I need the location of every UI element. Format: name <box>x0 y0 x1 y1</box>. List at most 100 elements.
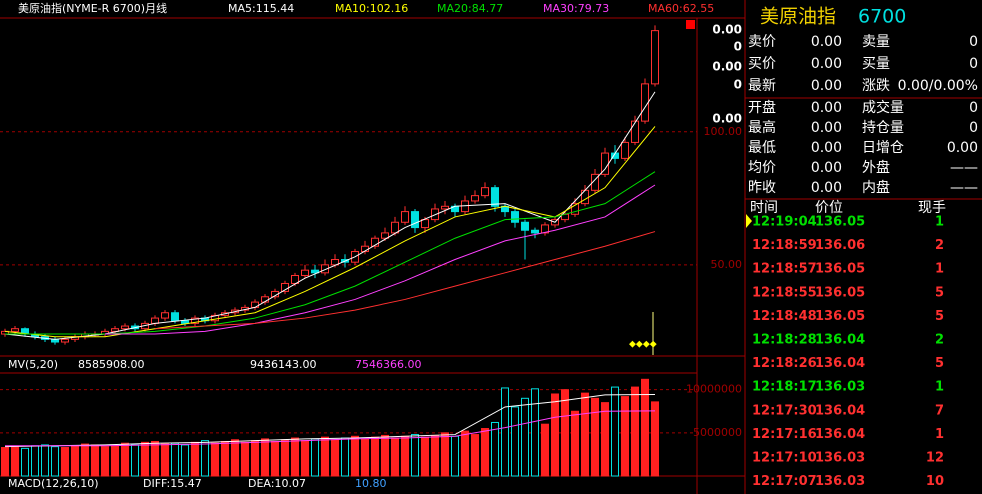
y-tick-label: 100.00 <box>704 125 743 138</box>
volume-bar <box>621 396 629 477</box>
volume-bar <box>181 444 189 477</box>
candle-body <box>11 328 19 332</box>
candle-body <box>401 211 409 223</box>
candle-body <box>251 301 259 308</box>
volume-bar <box>1 447 9 477</box>
trades-header: 现手 <box>918 200 946 216</box>
volume-bar <box>291 437 299 477</box>
volume-bar <box>551 393 559 477</box>
candle-body <box>61 338 69 343</box>
candle-body <box>181 320 189 324</box>
volume-bar <box>581 392 589 477</box>
trade-price: 136.05 <box>815 262 865 277</box>
volume-bar <box>411 434 419 477</box>
trade-qty: 5 <box>935 356 944 371</box>
volume-bar <box>451 435 459 477</box>
volume-bar <box>11 446 19 477</box>
macd-label: DIFF:15.47 <box>143 477 202 490</box>
volume-bar <box>631 386 639 477</box>
side-label: 0 <box>734 40 742 54</box>
candle-body <box>381 232 389 239</box>
chart-title: 美原油指(NYME-R 6700)月线 <box>18 1 167 15</box>
volume-bar <box>51 446 59 477</box>
trade-price: 136.05 <box>815 309 865 324</box>
volume-bar <box>61 447 69 477</box>
ma-label: MA30:79.73 <box>543 2 609 15</box>
trade-price: 136.04 <box>815 427 865 442</box>
volume-bar <box>261 438 269 477</box>
volume-bar <box>431 434 439 477</box>
volume-bar <box>611 386 619 477</box>
trade-qty: 7 <box>935 403 944 418</box>
volume-bar <box>251 440 259 477</box>
volume-bar <box>461 430 469 477</box>
volume-bar <box>521 397 529 477</box>
quote-label: 最高 <box>748 119 776 136</box>
volume-bar <box>241 441 249 477</box>
volume-bar <box>401 435 409 477</box>
volume-bar <box>281 439 289 477</box>
candle-body <box>191 317 199 324</box>
trade-time: 12:18:59 <box>752 238 817 253</box>
y-tick-label: 5000000 <box>693 426 742 439</box>
volume-bar <box>321 436 329 477</box>
quote-value: 0.00 <box>811 34 842 50</box>
volume-bar <box>371 436 379 477</box>
quote-label: 买价 <box>748 56 776 72</box>
volume-bar <box>121 442 129 477</box>
quote-label: 开盘 <box>748 99 776 116</box>
quote-value: 0 <box>969 34 978 50</box>
quote-label: 涨跌 <box>862 78 890 94</box>
volume-bar <box>301 440 309 477</box>
quote-label: 卖量 <box>862 34 890 50</box>
macd-label: DEA:10.07 <box>248 477 306 490</box>
volume-bar <box>341 437 349 477</box>
volume-bar <box>381 434 389 477</box>
ma-label: MA20:84.77 <box>437 2 503 15</box>
candle-body <box>531 229 539 234</box>
candle-body <box>311 269 319 274</box>
quote-value: —— <box>950 180 978 196</box>
trade-qty: 5 <box>935 309 944 324</box>
candle-body <box>151 317 159 324</box>
side-label: 0.00 <box>712 112 742 126</box>
volume-bar <box>361 438 369 477</box>
quote-label: 昨收 <box>748 180 776 196</box>
volume-bar <box>471 434 479 477</box>
volume-bar <box>81 443 89 477</box>
volume-bar <box>311 438 319 477</box>
trade-time: 12:18:57 <box>752 262 817 277</box>
cursor-arrow <box>746 214 752 228</box>
mv-line <box>5 410 656 447</box>
volume-bar <box>481 428 489 477</box>
trade-price: 136.04 <box>815 403 865 418</box>
candle-body <box>441 205 449 210</box>
volume-bar <box>41 444 49 477</box>
volume-bar <box>501 387 509 477</box>
trade-price: 136.03 <box>815 451 865 466</box>
volume-bar <box>161 443 169 477</box>
volume-bar <box>391 437 399 477</box>
quote-value: 0.00 <box>811 160 842 176</box>
candle-body <box>621 141 629 159</box>
volume-bar <box>101 446 109 477</box>
macd-label: MACD(12,26,10) <box>8 477 99 490</box>
quote-value: 0.00 <box>811 140 842 156</box>
candle-body <box>391 221 399 234</box>
volume-bar <box>91 444 99 477</box>
trade-price: 136.04 <box>815 356 865 371</box>
volume-bar <box>201 440 209 477</box>
trade-qty: 2 <box>935 333 944 348</box>
volume-bar <box>271 440 279 477</box>
ma-label: MA5:115.44 <box>228 2 294 15</box>
ma-label: MA60:62.55 <box>648 2 714 15</box>
mv-line <box>4 394 656 448</box>
ma-line <box>4 91 656 340</box>
y-tick-label: 10000000 <box>686 383 742 396</box>
quote-value: 0 <box>969 100 978 116</box>
volume-bar <box>131 444 139 477</box>
quote-label: 最低 <box>748 140 776 156</box>
side-label: 0.00 <box>712 23 742 37</box>
trade-time: 12:17:16 <box>752 427 817 442</box>
